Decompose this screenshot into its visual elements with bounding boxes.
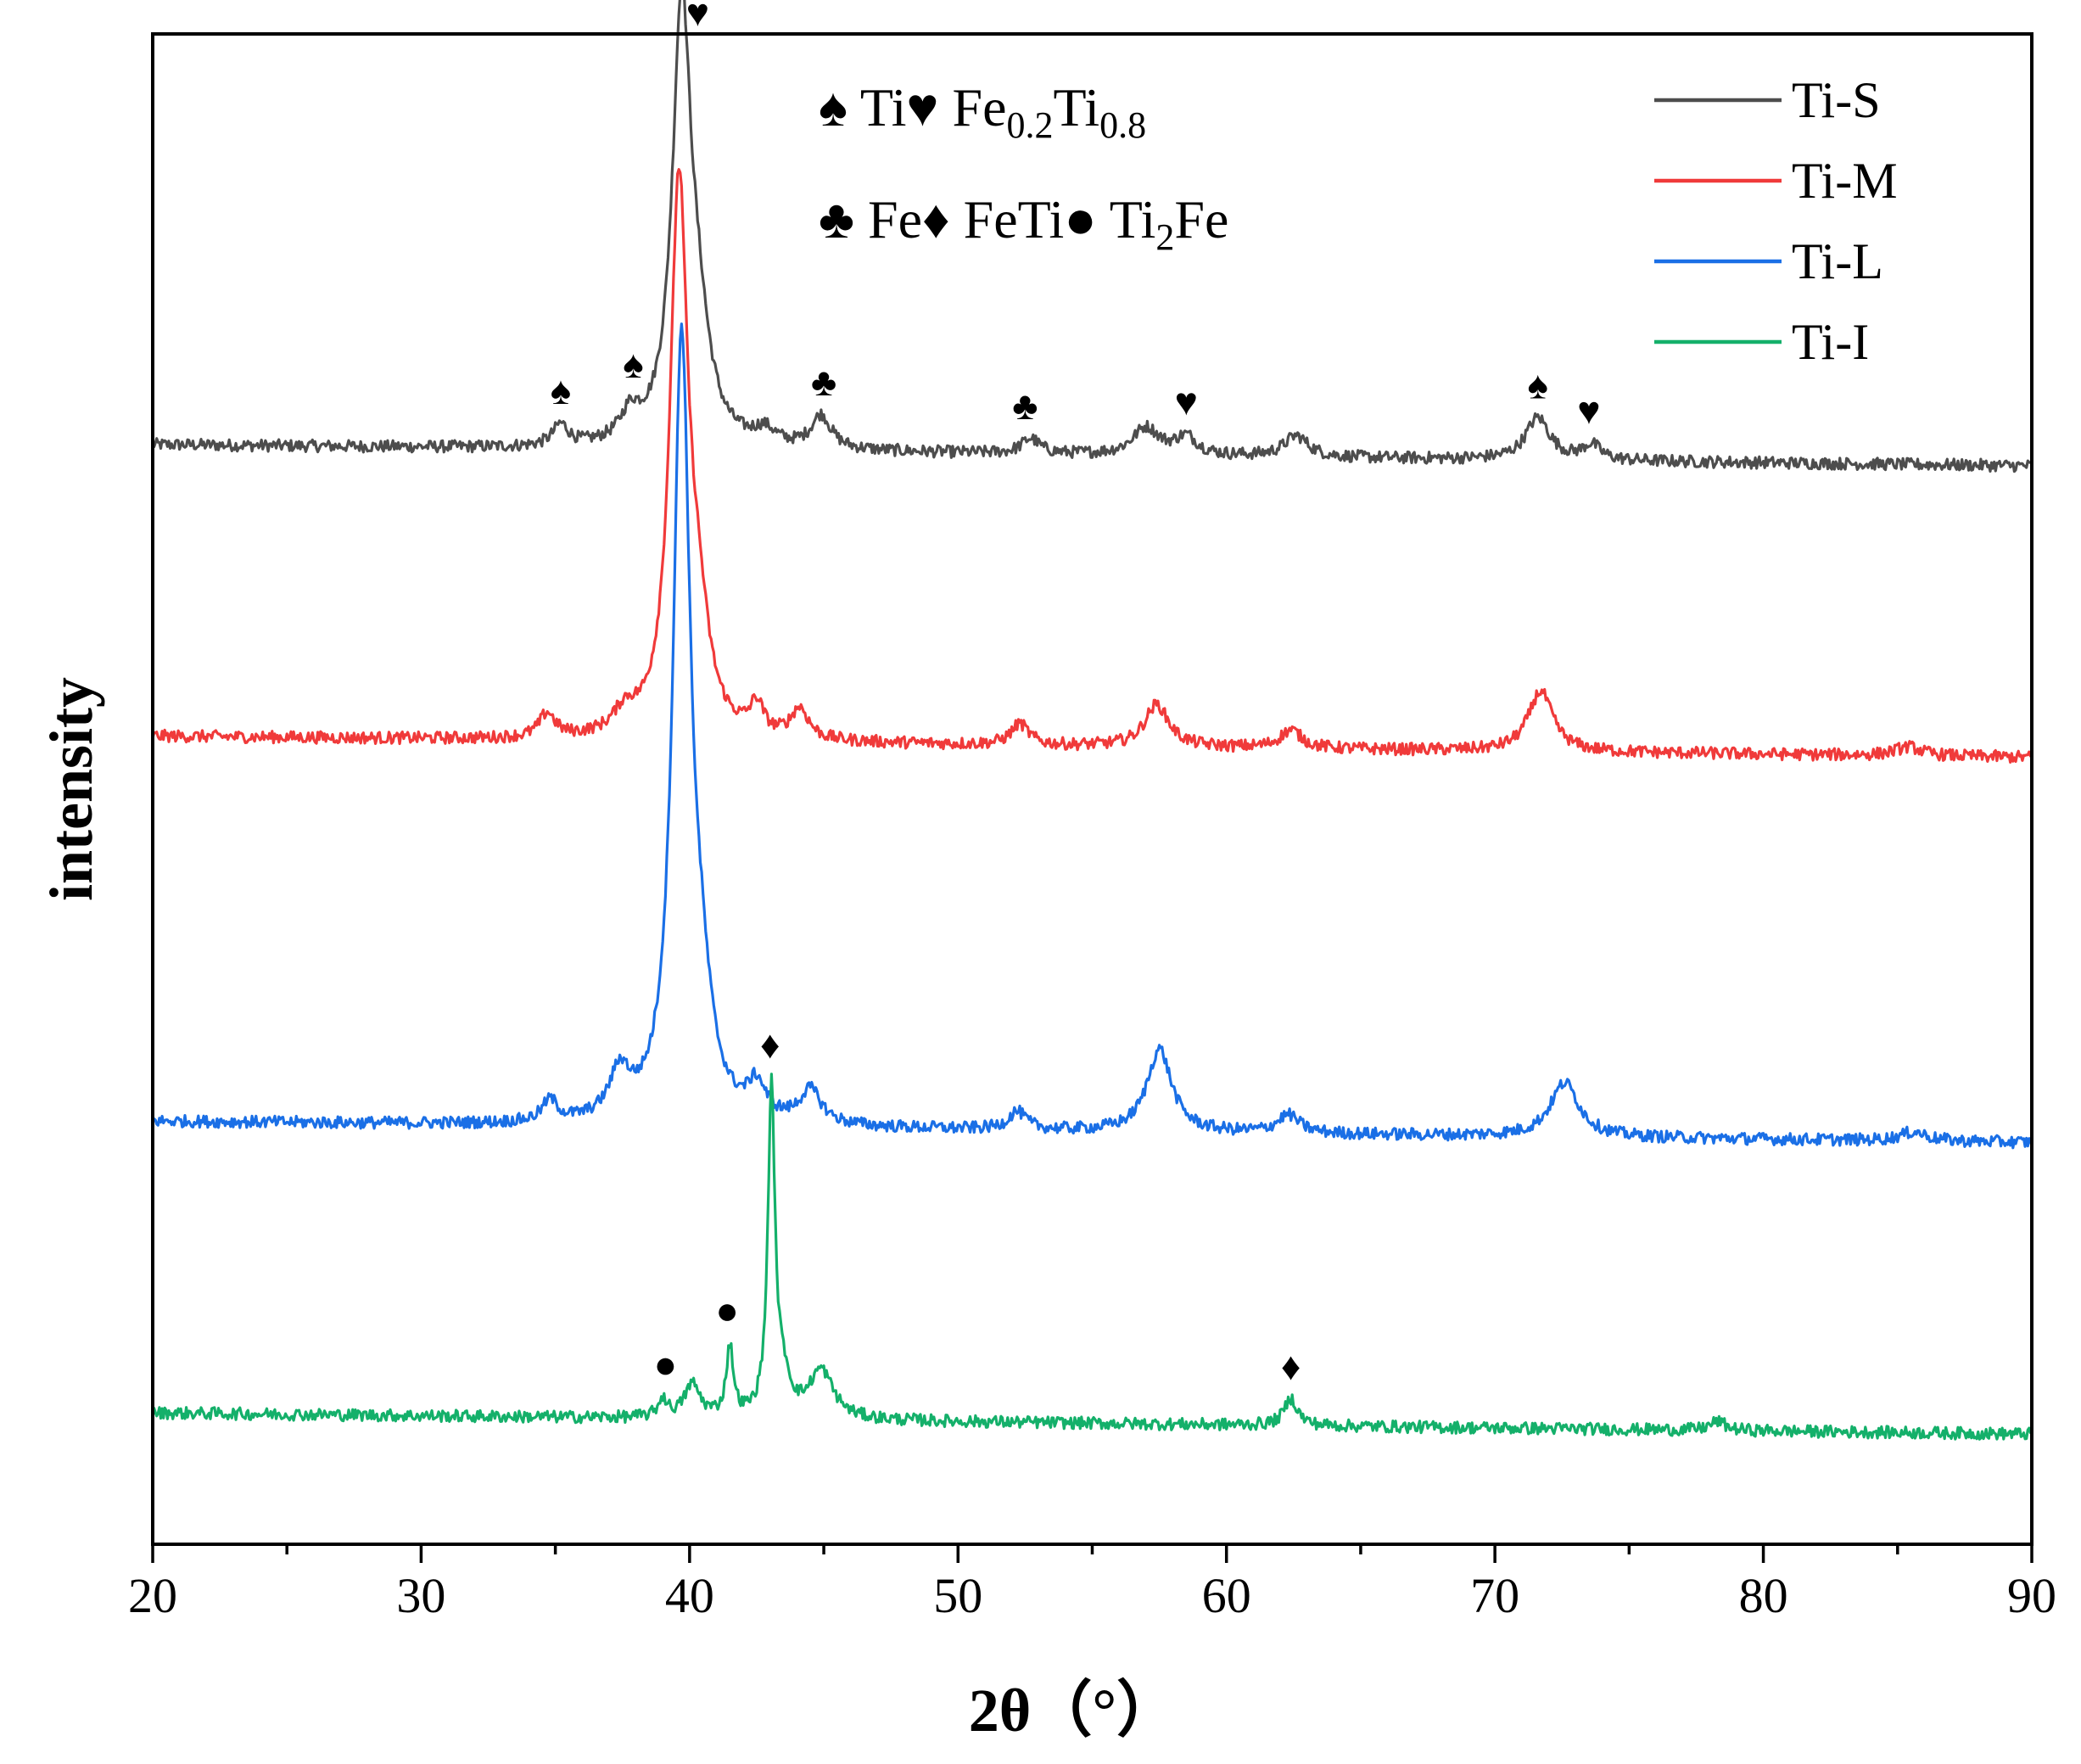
peak-marker: ♥ [1577, 389, 1600, 433]
x-tick-label: 30 [396, 1568, 445, 1623]
x-tick-label: 70 [1470, 1568, 1519, 1623]
x-tick-label: 40 [665, 1568, 714, 1623]
phase-symbol: ♥ [906, 77, 952, 137]
legend-label: Ti-L [1792, 233, 1883, 289]
phase-legend-row: ♣ Fe♦ FeTi● Ti2Fe [819, 189, 1228, 258]
x-axis-title: 2θ（°） [969, 1677, 1178, 1744]
peak-marker: ♥ [686, 0, 709, 35]
series-line-ti-l [152, 322, 2033, 1150]
peak-marker: ♥ [1175, 380, 1198, 423]
phase-symbol: ♦ [922, 189, 964, 249]
peak-markers: ♠ ♠ ♠ ♥ ♣ ♣ ♥ ♠ ♥ ♦ ● ● ♦ [551, 0, 1601, 1388]
x-tick-label: 60 [1202, 1568, 1251, 1623]
y-axis-title: intensity [37, 677, 105, 901]
series-line-ti-m [151, 168, 2033, 764]
legend-label: Ti-S [1792, 72, 1881, 128]
peak-marker: ♣ [811, 361, 836, 404]
peak-marker: ● [653, 1342, 677, 1386]
peak-marker: ♠ [551, 369, 571, 412]
phase-symbol: ● [1064, 189, 1110, 249]
x-axis: 20 30 40 50 60 70 80 90 [128, 1544, 2056, 1623]
legend-label: Ti-I [1792, 314, 1869, 370]
x-tick-label: 20 [128, 1568, 177, 1623]
series-legend: Ti-S Ti-M Ti-L Ti-I [1654, 72, 1898, 370]
phase-legend-text: ♠ Ti♥ Fe0.2Ti0.8 [819, 77, 1146, 146]
series-layer [151, 0, 2033, 1441]
phase-symbol: ♣ [819, 189, 868, 249]
phase-legend-text: ♣ Fe♦ FeTi● Ti2Fe [819, 189, 1228, 258]
peak-marker: ♠ [623, 343, 643, 386]
peak-marker: ♣ [1012, 384, 1038, 428]
phase-legend-row: ♠ Ti♥ Fe0.2Ti0.8 [819, 77, 1146, 146]
peak-marker: ♦ [760, 1023, 780, 1067]
legend-label: Ti-M [1792, 153, 1898, 209]
peak-marker: ♠ [1528, 364, 1548, 407]
x-tick-label: 90 [2007, 1568, 2056, 1623]
x-tick-label: 80 [1739, 1568, 1788, 1623]
peak-marker: ● [715, 1289, 739, 1332]
series-line-ti-s [151, 0, 2033, 473]
phase-legend: ♠ Ti♥ Fe0.2Ti0.8 ♣ Fe♦ FeTi● Ti2Fe [819, 77, 1228, 258]
phase-symbol: ♠ [819, 77, 860, 137]
series-line-ti-i [151, 1072, 2033, 1441]
peak-marker: ♦ [1281, 1345, 1301, 1388]
x-tick-label: 50 [933, 1568, 982, 1623]
